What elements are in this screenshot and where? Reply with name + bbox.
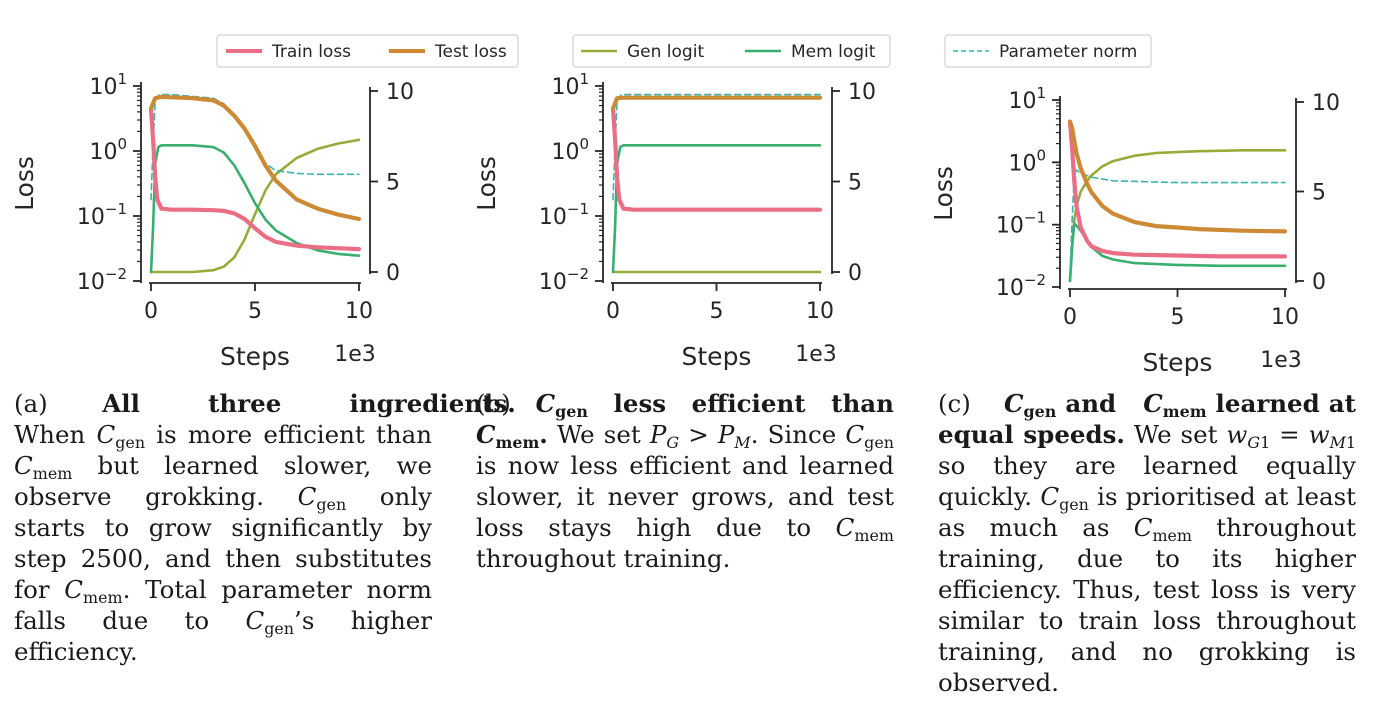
panel-c-ytick-left-label: 10−1 — [996, 209, 1046, 239]
panel-b-ytick-left-label: 10−1 — [539, 200, 589, 230]
panel-b-ytick-left-label: 10−2 — [539, 265, 589, 295]
panel-c-xtick-label: 0 — [1063, 305, 1077, 330]
panel-a-series-test-loss — [148, 94, 362, 222]
panel-c-plot — [1067, 119, 1288, 283]
panel-a-xtick-label: 10 — [345, 299, 373, 324]
panel-b-legend-gen-label: Gen logit — [627, 42, 704, 62]
panel-b-legend-mem-label: Mem logit — [791, 42, 876, 62]
panel-b-x-multiplier: 1e3 — [795, 342, 837, 367]
panel-c-legend-box — [944, 34, 1152, 68]
panel-c-series-parameter-norm — [1069, 169, 1286, 273]
panel-b-xtick-label: 0 — [606, 299, 620, 324]
panel-a-ylabel: Loss — [10, 156, 39, 211]
caption-c: (c) Cgen and Cmem learned at equal speed… — [938, 389, 1357, 697]
panel-a-ytick-left-label: 100 — [89, 135, 127, 165]
panel-c-legend-norm-label: Parameter norm — [999, 42, 1137, 62]
panel-b-series-test-loss — [610, 95, 823, 111]
panel-a-legend-train-label: Train loss — [271, 42, 351, 62]
panel-b-series-mem-logit — [611, 144, 822, 274]
panel-c-ytick-left-label: 101 — [1008, 84, 1046, 114]
panel-c-ytick-left-label: 100 — [1008, 146, 1046, 176]
panel-a-ytick-right-label: 5 — [386, 171, 400, 196]
panel-a-ytick-right-label: 0 — [386, 261, 400, 286]
panel-a-legend-box — [216, 34, 519, 68]
panel-c-ytick-right-label: 5 — [1312, 181, 1326, 206]
panel-c-ylabel: Loss — [929, 166, 958, 221]
panel-c-axes: 0 5 10 Steps 1e3 101 100 10−1 10−2 Loss 10 5 0 — [929, 84, 1340, 377]
panel-a-x-multiplier: 1e3 — [334, 342, 376, 367]
panel-c-xtick-label: 10 — [1271, 305, 1299, 330]
panel-c-series-gen-logit — [1068, 149, 1287, 283]
panel-b-series-parameter-norm — [612, 93, 821, 201]
panel-b-xlabel: Steps — [682, 342, 752, 371]
panel-c-ytick-left-label: 10−2 — [996, 271, 1046, 301]
panel-c-x-multiplier: 1e3 — [1260, 348, 1302, 373]
panel-a-xtick-label: 5 — [248, 299, 262, 324]
panel-a-ytick-right-label: 10 — [386, 80, 414, 105]
panel-c-xtick-label: 5 — [1171, 305, 1185, 330]
panel-a-legend: Train loss Test loss — [216, 34, 519, 68]
panel-c-legend: Parameter norm — [944, 34, 1152, 68]
panel-c-series-train-loss — [1067, 119, 1288, 259]
panel-c-series-test-loss — [1067, 119, 1288, 234]
caption-a: (a) All three ingredients. When Cgen is … — [14, 389, 516, 666]
panel-b-ytick-left-label: 100 — [551, 135, 589, 165]
panel-b-ytick-right-label: 10 — [848, 80, 876, 105]
caption-b: (b) Cgen less efficient than Cmem. We se… — [476, 389, 894, 573]
panel-a-series-gen-logit — [149, 138, 361, 274]
panel-a-legend-test-label: Test loss — [434, 42, 507, 62]
panel-a-ytick-left-label: 10−2 — [77, 265, 127, 295]
panel-b-series-train-loss — [610, 106, 823, 212]
panel-b-ytick-right-label: 0 — [848, 261, 862, 286]
panel-c-xlabel: Steps — [1143, 348, 1213, 377]
panel-a-series-train-loss — [148, 106, 362, 252]
panel-c-ytick-right-label: 0 — [1312, 270, 1326, 295]
panel-b-ytick-left-label: 101 — [551, 70, 589, 100]
panel-b-plot — [610, 93, 823, 274]
panel-b-xtick-label: 10 — [806, 299, 834, 324]
panel-b-ytick-right-label: 5 — [848, 171, 862, 196]
panel-b-legend: Gen logit Mem logit — [572, 34, 891, 68]
panel-b-axes: 0 5 10 Steps 1e3 101 100 10−1 10−2 Loss 10 5 0 — [472, 70, 876, 371]
panel-b-legend-box — [572, 34, 891, 68]
panel-a-plot — [148, 93, 362, 274]
panel-b-ylabel: Loss — [472, 156, 501, 211]
panel-b-xtick-label: 5 — [710, 299, 724, 324]
panel-a-xtick-label: 0 — [144, 299, 158, 324]
panel-c-ytick-right-label: 10 — [1312, 91, 1340, 116]
panel-a-xlabel: Steps — [220, 342, 290, 371]
panel-a-ytick-left-label: 101 — [89, 70, 127, 100]
panel-a-axes: 0 5 10 Steps 1e3 101 100 10−1 10−2 Loss 10 5 0 — [10, 70, 414, 371]
panel-a-ytick-left-label: 10−1 — [77, 200, 127, 230]
